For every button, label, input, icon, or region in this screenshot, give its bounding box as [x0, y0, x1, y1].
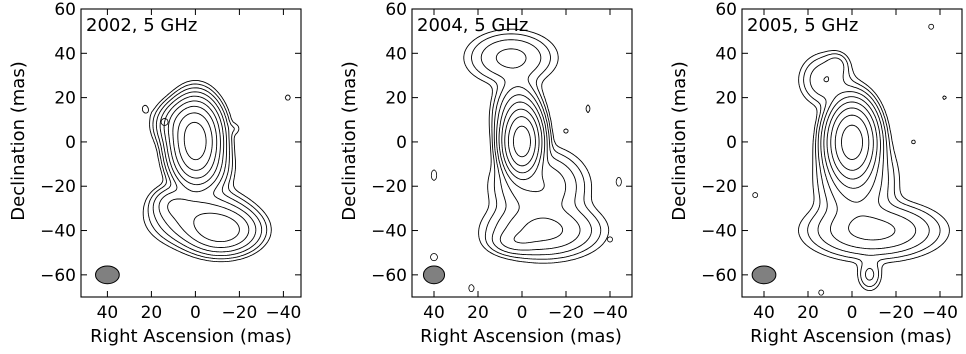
- y-tick-label: 40: [385, 44, 407, 64]
- plot-frame: [80, 8, 302, 298]
- y-tick-label: 60: [385, 0, 407, 20]
- y-tick-label: −60: [40, 266, 76, 286]
- x-tick-label: 0: [847, 303, 858, 323]
- y-tick-label: 0: [726, 133, 737, 153]
- y-tick-label: 20: [54, 89, 76, 109]
- contour-level-2: [803, 53, 941, 288]
- x-axis-label: Right Ascension (mas): [420, 326, 622, 347]
- contour-level-9: [183, 121, 207, 161]
- x-tick-label: −40: [922, 303, 958, 323]
- contour-level-8: [177, 112, 213, 171]
- y-tick-label: −40: [371, 222, 407, 242]
- y-tick-label: 60: [54, 0, 76, 20]
- beam-ellipse: [422, 265, 446, 285]
- y-tick-label: −20: [40, 177, 76, 197]
- x-axis-label: Right Ascension (mas): [750, 326, 952, 347]
- contour-level-8: [507, 116, 536, 167]
- contour-level-6: [501, 101, 543, 181]
- y-axis-label: Declination (mas): [339, 61, 360, 220]
- negative-contour: [752, 23, 935, 296]
- contour-level-1: [463, 28, 610, 264]
- contour-level-7: [830, 107, 874, 180]
- y-axis-label: Declination (mas): [669, 61, 690, 220]
- contour-level-5: [498, 94, 564, 244]
- contour-group: [752, 23, 950, 296]
- beam-ellipse: [751, 265, 777, 285]
- y-tick-label: 0: [396, 133, 407, 153]
- y-tick-label: 20: [385, 89, 407, 109]
- x-tick-label: −20: [548, 303, 584, 323]
- contour-level-4: [820, 76, 917, 250]
- y-tick-label: −20: [371, 177, 407, 197]
- contour-level-5: [163, 95, 250, 248]
- contour-level-7: [504, 108, 540, 174]
- panel-2002: Declination (mas) Right Ascension (mas) …: [8, 0, 302, 347]
- x-tick-label: −40: [265, 303, 301, 323]
- plot-frame: [741, 8, 963, 298]
- contour-level-2: [147, 83, 268, 260]
- panel-title: 2002, 5 GHz: [86, 15, 197, 36]
- beam-ellipse: [95, 265, 120, 285]
- y-tick-label: 40: [715, 44, 737, 64]
- y-tick-label: −40: [701, 222, 737, 242]
- negative-contour: [430, 169, 622, 293]
- panel-title: 2005, 5 GHz: [747, 15, 858, 36]
- x-tick-label: −20: [221, 303, 257, 323]
- contour-level-3: [480, 39, 592, 256]
- contour-level-2: [471, 33, 602, 260]
- x-tick-label: 20: [141, 303, 163, 323]
- contour-group: [141, 79, 291, 263]
- contour-group: [430, 28, 622, 293]
- x-tick-label: 40: [97, 303, 119, 323]
- x-tick-label: −40: [592, 303, 628, 323]
- y-tick-label: 20: [715, 89, 737, 109]
- x-tick-label: 20: [467, 303, 489, 323]
- y-axis-label: Declination (mas): [8, 61, 29, 220]
- contour-level-4: [158, 91, 257, 253]
- contour-level-3: [809, 57, 930, 281]
- panel-2004: Declination (mas) Right Ascension (mas) …: [339, 0, 633, 347]
- contour-level-4: [495, 48, 581, 251]
- x-tick-label: −20: [878, 303, 914, 323]
- x-tick-label: 20: [797, 303, 819, 323]
- contour-level-7: [172, 105, 218, 179]
- contour-level-6: [826, 101, 878, 189]
- x-tick-label: 40: [753, 303, 775, 323]
- panel-2005: Declination (mas) Right Ascension (mas) …: [669, 0, 963, 347]
- y-tick-label: 60: [715, 0, 737, 20]
- contour-level-6: [167, 100, 240, 243]
- x-tick-label: 0: [517, 303, 528, 323]
- y-tick-label: −60: [701, 266, 737, 286]
- y-tick-label: −60: [371, 266, 407, 286]
- contour-level-1: [798, 50, 950, 292]
- y-tick-label: −40: [40, 222, 76, 242]
- contour-level-9: [841, 124, 864, 160]
- panel-title: 2004, 5 GHz: [417, 15, 528, 36]
- contour-level-3: [152, 87, 263, 257]
- y-tick-label: −20: [701, 177, 737, 197]
- contour-level-5: [823, 96, 896, 241]
- x-tick-label: 0: [190, 303, 201, 323]
- x-tick-label: 40: [423, 303, 445, 323]
- y-tick-label: 0: [65, 133, 76, 153]
- contour-level-1: [141, 79, 291, 263]
- contour-level-8: [834, 114, 870, 171]
- contour-level-9: [512, 125, 531, 158]
- y-tick-label: 40: [54, 44, 76, 64]
- negative-contour: [160, 118, 169, 126]
- x-axis-label: Right Ascension (mas): [90, 326, 292, 347]
